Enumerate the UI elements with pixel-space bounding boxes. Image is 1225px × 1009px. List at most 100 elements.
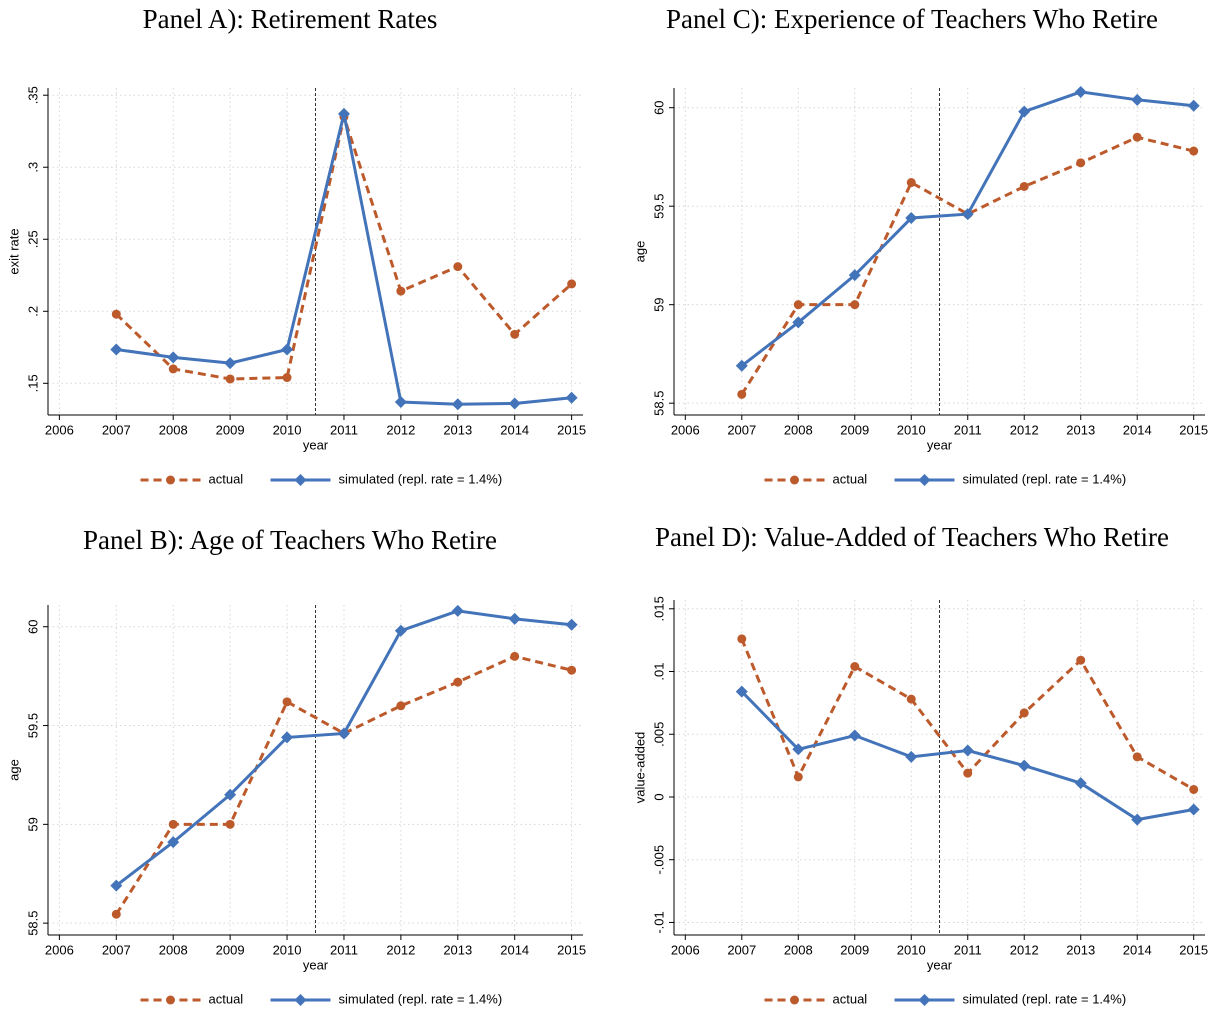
x-tick-label: 2011 — [954, 422, 982, 437]
x-axis-label: year — [303, 957, 329, 972]
legend-marker — [918, 474, 931, 486]
legend-label: actual — [833, 471, 868, 486]
x-tick-label: 2009 — [216, 942, 245, 957]
x-tick-label: 2010 — [897, 422, 926, 437]
diamond-marker — [848, 729, 861, 742]
diamond-marker — [281, 731, 294, 744]
panel: Panel C): Experience of Teachers Who Ret… — [632, 4, 1208, 486]
diamond-marker — [905, 212, 918, 225]
diamond-marker — [394, 624, 407, 637]
x-tick-label: 2015 — [1179, 942, 1208, 957]
circle-marker — [793, 772, 803, 782]
panel-title: Panel A): Retirement Rates — [143, 4, 438, 34]
diamond-marker — [961, 208, 974, 221]
circle-marker — [396, 286, 406, 296]
diamond-marker — [565, 618, 578, 631]
diamond-marker — [110, 343, 123, 356]
x-tick-label: 2014 — [500, 942, 529, 957]
y-tick-label: .3 — [25, 162, 40, 173]
y-tick-label: 60 — [651, 100, 666, 114]
circle-marker — [850, 661, 860, 671]
diamond-marker — [451, 604, 464, 617]
diamond-marker — [961, 744, 974, 757]
x-tick-label: 2008 — [784, 422, 813, 437]
diamond-marker — [1131, 93, 1144, 106]
x-tick-label: 2006 — [45, 422, 74, 437]
legend-marker — [294, 994, 307, 1006]
diamond-marker — [110, 879, 123, 892]
x-tick-label: 2015 — [557, 942, 586, 957]
y-axis-label: value-added — [632, 732, 647, 804]
diamond-marker — [735, 685, 748, 698]
circle-marker — [1076, 158, 1086, 168]
x-tick-label: 2009 — [840, 422, 869, 437]
x-tick-label: 2009 — [216, 422, 245, 437]
circle-marker — [225, 374, 235, 384]
x-tick-label: 2011 — [330, 942, 358, 957]
diamond-marker — [167, 836, 180, 849]
diamond-marker — [1018, 759, 1031, 772]
diamond-marker — [848, 269, 861, 282]
y-tick-label: .35 — [25, 86, 40, 104]
x-tick-label: 2006 — [671, 422, 700, 437]
diamond-marker — [1187, 803, 1200, 816]
y-tick-label: -.005 — [651, 845, 666, 875]
diamond-marker — [281, 343, 294, 356]
x-tick-label: 2011 — [954, 942, 982, 957]
circle-marker — [850, 300, 860, 310]
circle-marker — [282, 373, 292, 383]
diamond-marker — [1074, 777, 1087, 790]
circle-marker — [453, 262, 463, 272]
diamond-marker — [337, 727, 350, 740]
diamond-marker — [1131, 813, 1144, 826]
diamond-marker — [167, 351, 180, 364]
circle-marker — [1189, 146, 1199, 156]
circle-marker — [1076, 655, 1086, 665]
y-tick-label: .01 — [651, 662, 666, 680]
diamond-marker — [337, 107, 350, 120]
circle-marker — [567, 665, 577, 675]
circle-marker — [396, 701, 406, 711]
diamond-marker — [1074, 85, 1087, 98]
x-tick-label: 2010 — [273, 942, 302, 957]
diamond-marker — [792, 743, 805, 756]
circle-marker — [168, 819, 178, 829]
diamond-marker — [905, 750, 918, 763]
circle-marker — [737, 389, 747, 399]
legend-label: simulated (repl. rate = 1.4%) — [963, 471, 1127, 486]
circle-marker — [963, 768, 973, 778]
x-tick-label: 2012 — [386, 422, 415, 437]
x-tick-label: 2010 — [273, 422, 302, 437]
legend-label: simulated (repl. rate = 1.4%) — [339, 471, 503, 486]
y-tick-label: -.01 — [651, 911, 666, 933]
y-axis-label: age — [6, 759, 21, 781]
diamond-marker — [1018, 105, 1031, 118]
circle-marker — [737, 634, 747, 644]
y-tick-label: 59.5 — [25, 713, 40, 738]
diamond-marker — [224, 357, 237, 370]
circle-marker — [168, 364, 178, 374]
legend-marker — [166, 475, 175, 485]
x-tick-label: 2014 — [500, 422, 529, 437]
y-tick-label: .2 — [25, 306, 40, 317]
x-axis-label: year — [927, 957, 953, 972]
panel: Panel A): Retirement Rates .15 .2 .25 .3 .35 2… — [6, 4, 586, 486]
circle-marker — [510, 651, 520, 661]
x-axis-label: year — [303, 437, 329, 452]
x-tick-label: 2011 — [330, 422, 358, 437]
legend-marker — [166, 995, 175, 1005]
y-tick-label: .15 — [25, 374, 40, 392]
y-tick-label: 59.5 — [651, 194, 666, 219]
diamond-marker — [1187, 99, 1200, 112]
y-tick-label: 59 — [651, 297, 666, 311]
circle-marker — [793, 300, 803, 310]
y-tick-label: 58.5 — [651, 391, 666, 416]
x-tick-label: 2013 — [1066, 942, 1095, 957]
x-tick-label: 2006 — [671, 942, 700, 957]
diamond-marker — [224, 788, 237, 801]
circle-marker — [906, 694, 916, 704]
x-tick-label: 2015 — [557, 422, 586, 437]
y-axis-label: age — [632, 241, 647, 263]
x-tick-label: 2012 — [1010, 422, 1039, 437]
